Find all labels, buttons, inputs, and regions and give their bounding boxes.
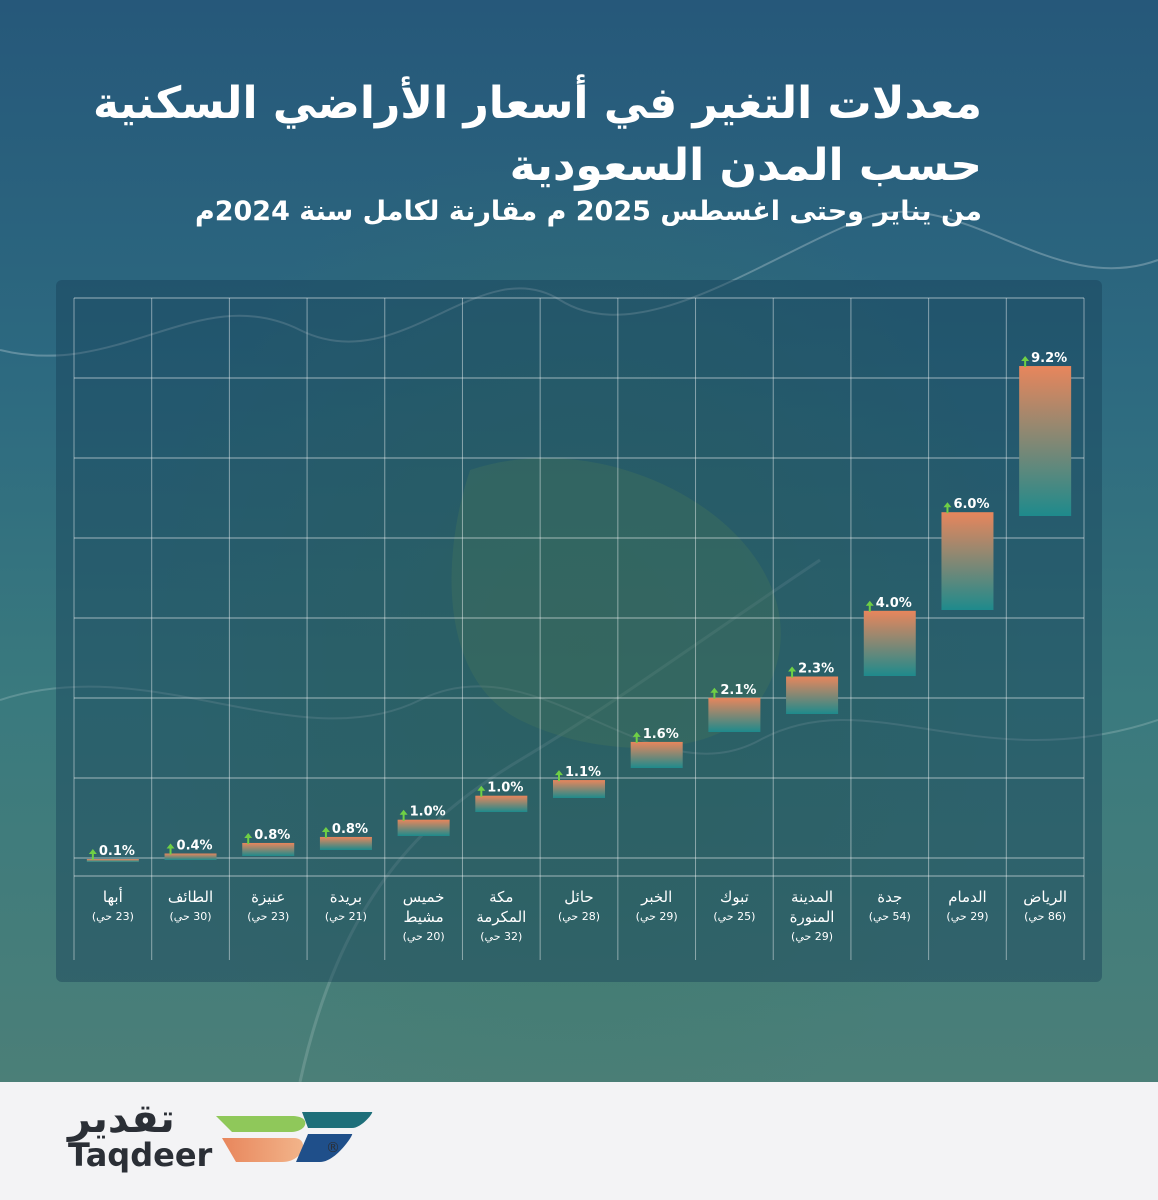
category-district-count: (23 حي) — [91, 910, 134, 923]
up-arrow-icon — [321, 826, 330, 838]
category-district-count: (20 حي) — [402, 930, 445, 943]
value-label-group: 2.1% — [710, 683, 756, 699]
registered-mark: ® — [326, 1140, 340, 1156]
value-label-group: 1.0% — [399, 805, 446, 821]
bar-11 — [242, 842, 295, 856]
category-name: مكة — [489, 888, 514, 906]
category-name: عنيزة — [251, 888, 286, 906]
bar-9 — [397, 819, 450, 836]
chart-panel: 9.2% 6.0% 4.0% 2.3% 2.1% 1.6% 1.1% 1.0% 1.0% 0.8%… — [56, 280, 1102, 982]
footer — [0, 1082, 1158, 1200]
bar-7 — [553, 780, 605, 798]
value-label: 1.1% — [565, 765, 601, 780]
up-arrow-icon — [788, 666, 797, 678]
category-district-count: (86 حي) — [1024, 910, 1067, 923]
value-label: 1.6% — [643, 727, 679, 742]
value-label: 2.1% — [720, 683, 756, 698]
value-label: 0.1% — [99, 844, 135, 859]
value-label: 1.0% — [487, 781, 523, 796]
value-label-group: 1.6% — [632, 727, 679, 743]
bar-4 — [786, 676, 839, 714]
value-label: 1.0% — [410, 805, 446, 820]
category-district-count: (29 حي) — [946, 910, 989, 923]
value-label-group: 2.3% — [788, 662, 834, 678]
chart-title-line-1: معدلات التغير في أسعار الأراضي السكنية — [92, 78, 982, 129]
bar-10 — [319, 836, 372, 850]
chart-title-line-2: حسب المدن السعودية — [509, 140, 982, 191]
category-name: حائل — [564, 888, 594, 906]
category-name-line-2: المنورة — [789, 908, 835, 926]
bar-13 — [86, 859, 139, 862]
value-label-group: 1.1% — [555, 765, 601, 782]
value-label-group: 9.2% — [1021, 351, 1067, 368]
value-label: 0.8% — [332, 822, 368, 837]
value-label-group: 0.8% — [321, 822, 368, 838]
up-arrow-icon — [632, 731, 641, 743]
value-label-group: 0.4% — [166, 838, 213, 855]
bar-2 — [941, 512, 994, 610]
category-district-count: (29 حي) — [791, 930, 834, 943]
value-label-group: 4.0% — [865, 596, 912, 612]
category-name: تبوك — [719, 888, 749, 906]
category-name: جدة — [877, 888, 903, 906]
logo-english-text: Taqdeer — [68, 1136, 213, 1174]
up-arrow-icon — [399, 809, 408, 821]
category-district-count: (28 حي) — [557, 910, 601, 923]
value-label: 9.2% — [1031, 351, 1067, 366]
up-arrow-icon — [1021, 356, 1030, 368]
category-name: أبها — [102, 888, 123, 906]
category-district-count: (25 حي) — [713, 910, 756, 923]
category-district-count: (29 حي) — [635, 910, 678, 923]
value-label: 0.4% — [177, 838, 213, 853]
category-district-count: (21 حي) — [324, 910, 367, 923]
map-outline-decoration — [451, 458, 781, 748]
logo-arabic-text: تقدير — [68, 1096, 175, 1142]
value-label-group: 0.1% — [88, 844, 135, 860]
up-arrow-icon — [244, 832, 253, 844]
up-arrow-icon — [865, 600, 874, 612]
category-name-line-2: المكرمة — [476, 908, 527, 926]
category-name: الرياض — [1023, 888, 1068, 906]
category-district-count: (32 حي) — [480, 930, 523, 943]
category-name: بريدة — [329, 888, 363, 906]
value-label: 6.0% — [953, 497, 989, 512]
up-arrow-icon — [477, 785, 486, 797]
value-label: 0.8% — [254, 828, 290, 843]
category-district-count: (23 حي) — [247, 910, 290, 923]
value-label-group: 0.8% — [244, 828, 290, 844]
up-arrow-icon — [710, 687, 719, 699]
category-name: الطائف — [167, 888, 214, 906]
up-arrow-icon — [555, 770, 563, 782]
up-arrow-icon — [943, 502, 952, 514]
bar-8 — [475, 795, 528, 812]
value-label-group: 6.0% — [943, 497, 990, 514]
chart-subtitle: من يناير وحتى اغسطس 2025 م مقارنة لكامل … — [194, 196, 982, 227]
bar-chart: 9.2% 6.0% 4.0% 2.3% 2.1% 1.6% 1.1% 1.0% 1.0% 0.8%… — [73, 297, 1085, 960]
category-name: المدينة — [791, 888, 834, 906]
bar-1 — [1019, 366, 1072, 516]
taqdeer-logo-icon — [216, 1112, 373, 1162]
value-label: 4.0% — [876, 596, 912, 611]
up-arrow-icon — [166, 843, 175, 855]
bar-12 — [164, 853, 217, 860]
bar-6 — [630, 741, 683, 768]
category-name: الدمام — [948, 888, 987, 906]
value-label-group: 1.0% — [477, 781, 523, 797]
category-name: الخبر — [641, 888, 673, 906]
category-district-count: (30 حي) — [169, 910, 212, 923]
category-district-count: (54 حي) — [868, 910, 911, 923]
value-label: 2.3% — [798, 662, 834, 677]
bar-5 — [708, 697, 761, 732]
bar-3 — [863, 610, 916, 676]
category-name: خميس — [402, 888, 445, 906]
up-arrow-icon — [88, 849, 97, 860]
category-name-line-2: مشيط — [403, 908, 444, 926]
